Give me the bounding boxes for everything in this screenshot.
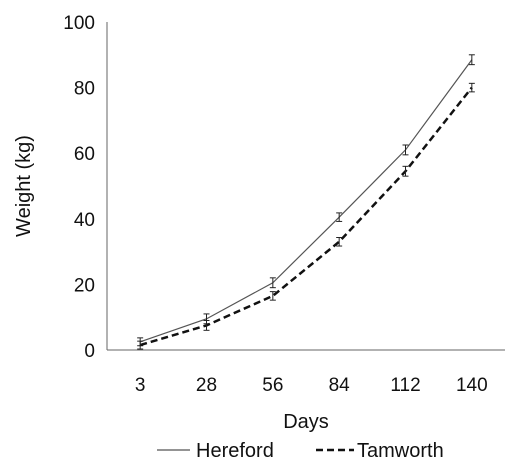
x-tick-label: 28 [196, 375, 217, 396]
series-layer [137, 54, 475, 350]
error-bar-tamworth [269, 291, 276, 301]
x-tick-labels: 3 28 56 84 112 140 [135, 375, 488, 396]
error-bar-tamworth [468, 82, 475, 93]
error-bar-tamworth [203, 319, 210, 331]
error-bar-hereford [402, 144, 409, 156]
y-tick-label: 60 [74, 144, 95, 165]
legend: Hereford Tamworth [157, 440, 444, 462]
y-tick-label: 100 [63, 13, 95, 34]
series-line-hereford [139, 59, 473, 343]
error-bar-tamworth [336, 236, 343, 247]
y-tick-label: 0 [84, 341, 95, 362]
y-tick-label: 80 [74, 79, 95, 100]
x-tick-label: 112 [390, 375, 420, 396]
error-bar-tamworth [402, 165, 409, 177]
y-tick-label: 40 [74, 210, 95, 231]
error-bar-hereford [336, 212, 343, 222]
y-tick-labels: 0 20 40 60 80 100 [63, 13, 95, 362]
axes [106, 22, 505, 351]
y-axis-title: Weight (kg) [13, 135, 35, 237]
x-tick-label: 3 [135, 375, 146, 396]
legend-label-hereford: Hereford [196, 440, 274, 462]
x-tick-label: 84 [329, 375, 351, 396]
error-bar-tamworth [137, 340, 144, 350]
error-bar-hereford [468, 54, 475, 66]
legend-label-tamworth: Tamworth [357, 440, 444, 462]
series-line-tamworth [139, 86, 473, 347]
error-bar-hereford [269, 277, 276, 289]
y-tick-label: 20 [74, 275, 95, 296]
x-tick-label: 140 [456, 375, 488, 396]
x-tick-label: 56 [262, 375, 283, 396]
x-axis-title: Days [283, 411, 329, 433]
